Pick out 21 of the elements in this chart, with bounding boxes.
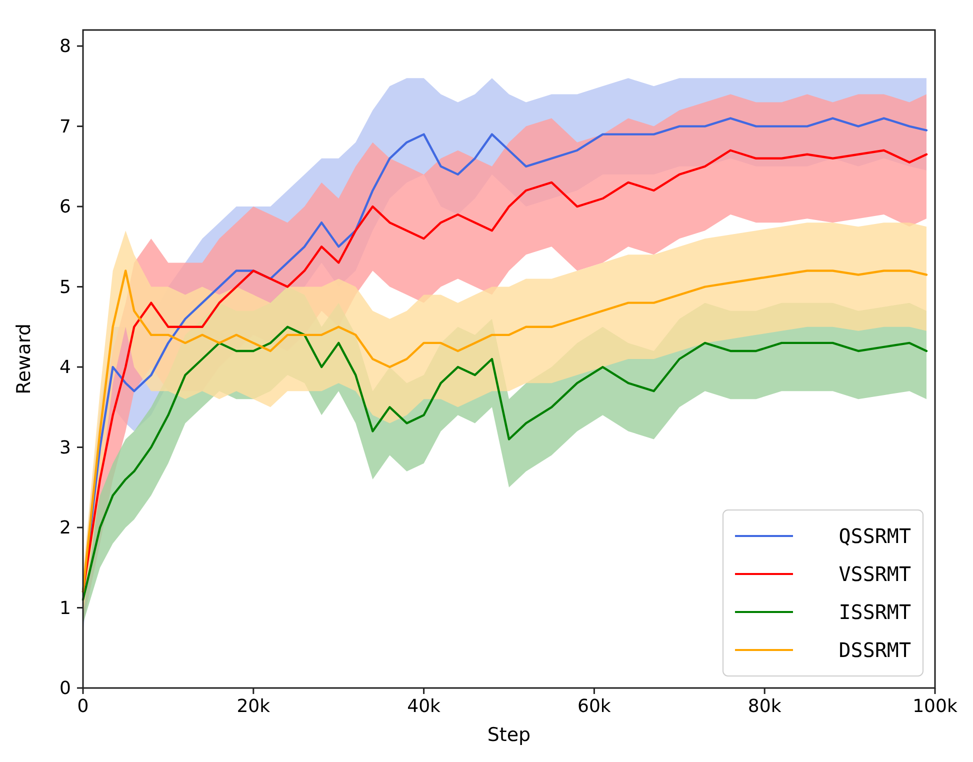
y-tick-label: 8 — [60, 36, 71, 58]
y-tick-label: 3 — [60, 437, 71, 458]
y-tick-label: 6 — [60, 196, 71, 218]
legend-label: ISSRMT — [838, 600, 911, 624]
x-tick-label: 0 — [77, 696, 89, 717]
legend-label: DSSRMT — [838, 638, 911, 662]
y-tick-label: 5 — [60, 276, 71, 298]
y-tick-label: 0 — [60, 678, 71, 699]
x-tick-label: 60k — [578, 696, 612, 717]
y-tick-label: 4 — [60, 357, 71, 378]
y-axis-title: Reward — [13, 324, 35, 394]
x-tick-label: 40k — [407, 696, 442, 717]
y-tick-label: 1 — [60, 598, 71, 619]
x-axis-title: Step — [487, 724, 531, 746]
legend-label: VSSRMT — [838, 562, 911, 586]
legend-label: QSSRMT — [838, 524, 911, 548]
x-tick-label: 80k — [748, 696, 782, 717]
x-tick-label: 20k — [236, 696, 271, 717]
y-tick-label: 7 — [60, 116, 71, 138]
y-tick-label: 2 — [60, 518, 71, 539]
x-tick-label: 100k — [912, 696, 958, 717]
